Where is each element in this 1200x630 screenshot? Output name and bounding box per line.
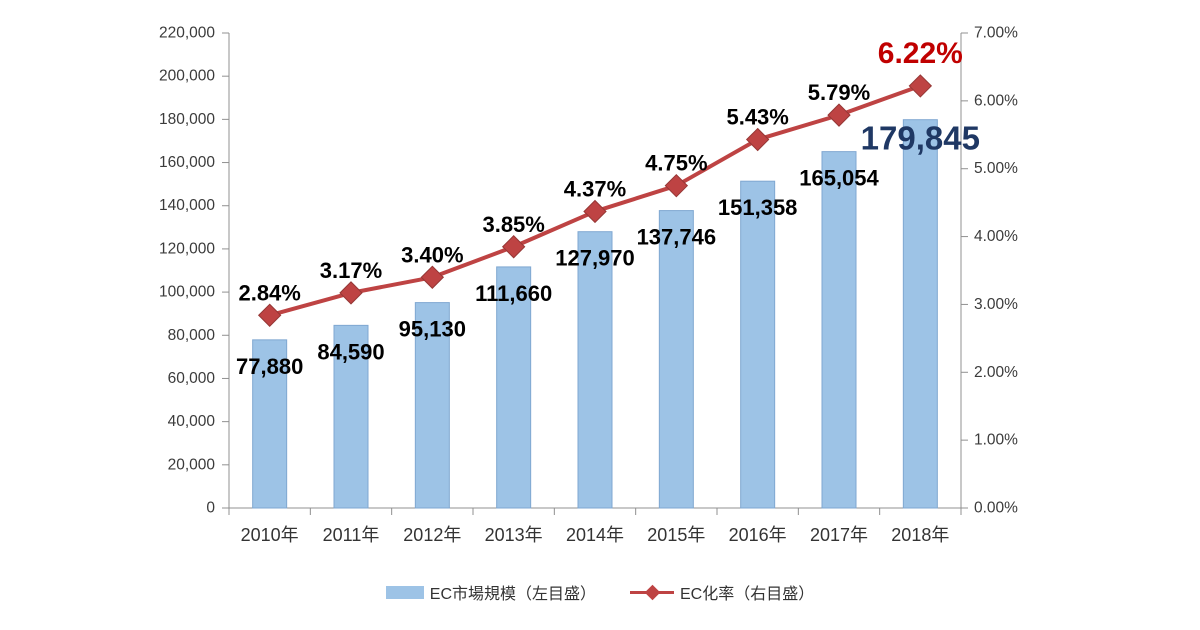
bar-2016年 [740,180,776,509]
line-point-marker [745,127,770,152]
bar-2012年 [414,302,450,509]
left-axis-tick-label: 180,000 [159,111,215,128]
line-value-label: 6.22% [878,37,963,70]
left-axis-tick-label: 40,000 [168,413,216,430]
bar-2015年 [658,210,694,509]
bar-2017年 [821,151,857,509]
line-value-label: 5.79% [808,80,870,105]
line-point-marker [908,74,933,98]
x-axis-label: 2016年 [729,525,787,545]
line-value-label: 5.43% [726,105,788,130]
left-axis-tick-label: 220,000 [159,25,215,42]
right-axis-tick-label: 5.00% [974,160,1018,177]
left-axis-tick-label: 100,000 [159,284,215,301]
x-axis-label: 2013年 [485,525,543,545]
right-axis-tick-label: 2.00% [974,364,1018,381]
bar-2010年 [252,339,288,509]
diamond-marker-icon [644,584,661,600]
left-axis-tick-label: 60,000 [168,370,216,387]
line-value-label: 3.17% [320,258,382,283]
right-axis-tick-label: 7.00% [974,25,1018,42]
line-point-marker [339,281,363,305]
bar-value-label: 137,746 [637,225,717,250]
left-axis-tick-label: 80,000 [168,327,216,344]
right-axis-tick-label: 6.00% [974,92,1018,109]
line-value-label: 3.85% [482,212,544,237]
x-axis-label: 2014年 [566,525,624,545]
x-axis-label: 2018年 [891,525,949,545]
left-axis-tick-label: 160,000 [159,154,215,171]
line-series-marker-icon [630,584,674,600]
line-point-marker [257,303,282,327]
legend-label-bar-series: EC市場規模（左目盛） [429,586,596,603]
bar-2018年 [902,119,938,509]
left-axis-tick-label: 140,000 [159,197,215,214]
line-point-marker [501,235,526,259]
bar-value-label: 77,880 [236,354,303,379]
line-point-marker [583,199,607,224]
line-value-label: 3.40% [401,242,463,267]
bar-value-label: 127,970 [555,246,635,271]
bar-value-label: 111,660 [475,281,552,306]
bar-value-label: 84,590 [317,339,384,364]
bar-value-label: 151,358 [718,195,798,220]
right-axis-tick-label: 3.00% [974,296,1018,313]
chart-legend: EC市場規模（左目盛） EC化率（右目盛） [0,580,1200,604]
line-point-marker [664,173,689,198]
x-axis-label: 2012年 [403,525,461,545]
x-axis-label: 2015年 [647,525,705,545]
left-axis-tick-label: 20,000 [168,456,216,473]
line-value-label: 4.37% [564,176,626,201]
legend-label-line-series: EC化率（右目盛） [680,586,815,603]
right-axis-tick-label: 1.00% [974,432,1018,449]
bar-value-label: 165,054 [799,166,879,191]
left-axis-tick-label: 0 [206,500,215,517]
x-axis-label: 2011年 [323,525,380,545]
bar-series-swatch-icon [385,585,424,599]
x-axis-label: 2017年 [810,525,868,545]
x-axis-label: 2010年 [241,525,299,545]
line-value-label: 4.75% [645,151,707,176]
legend-item-line-series: EC化率（右目盛） [630,580,814,604]
bar-value-label: 95,130 [399,317,466,342]
bar-2011年 [333,324,369,509]
line-value-label: 2.84% [238,280,300,305]
left-axis-tick-label: 120,000 [159,240,215,257]
bar-2014年 [577,231,613,509]
line-point-marker [420,265,445,289]
left-axis-tick-label: 200,000 [159,68,215,85]
bar-2013年 [496,266,532,509]
line-point-marker [827,103,851,127]
legend-item-bar-series: EC市場規模（左目盛） [385,580,596,604]
bar-value-label: 179,845 [861,120,980,157]
right-axis-tick-label: 4.00% [974,228,1018,245]
right-axis-tick-label: 0.00% [974,500,1018,517]
